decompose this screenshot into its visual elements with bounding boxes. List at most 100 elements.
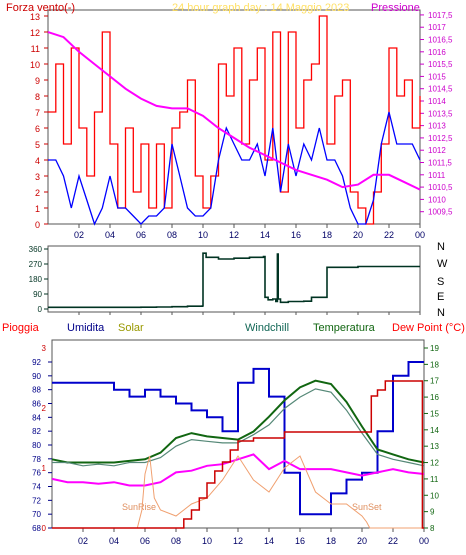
temp-tick-label: 16 bbox=[430, 393, 439, 402]
chart-title: 24 hour graph day : 14 Maggio 2023 bbox=[172, 2, 349, 14]
temp-tick-label: 9 bbox=[430, 508, 435, 517]
x-tick-label: 12 bbox=[229, 230, 239, 240]
humidity-tick-label: 76 bbox=[32, 469, 41, 478]
rain-tick-label: 2 bbox=[42, 404, 47, 413]
x-tick-label: 16 bbox=[291, 230, 301, 240]
humidity-tick-label: 90 bbox=[32, 372, 41, 381]
x-tick-label: 00 bbox=[419, 536, 429, 546]
wind-tick-label: 10 bbox=[30, 60, 40, 70]
pressure-tick-label: 1010,5 bbox=[428, 183, 453, 192]
series-forza-vento bbox=[48, 15, 421, 225]
temp-tick-label: 15 bbox=[430, 409, 439, 418]
wind-tick-label: 9 bbox=[35, 76, 40, 86]
wind-tick-label: 12 bbox=[30, 28, 40, 38]
x-tick-label: 02 bbox=[74, 230, 84, 240]
humidity-tick-label: 80 bbox=[32, 441, 41, 450]
temp-tick-label: 13 bbox=[430, 442, 439, 451]
pressure-tick-label: 1010 bbox=[428, 195, 446, 204]
pressure-tick-label: 1016 bbox=[428, 48, 446, 57]
legend-dew-point: Dew Point (°C) bbox=[392, 322, 465, 334]
x-tick-label: 14 bbox=[264, 536, 274, 546]
pressure-tick-label: 1017,5 bbox=[428, 11, 453, 20]
x-tick-label: 00 bbox=[415, 230, 425, 240]
sunset-label: SunSet bbox=[352, 502, 382, 512]
x-tick-label: 06 bbox=[136, 230, 146, 240]
humidity-tick-label: 86 bbox=[32, 400, 41, 409]
sunrise-label: SunRise bbox=[122, 502, 156, 512]
pressure-tick-label: 1011,5 bbox=[428, 159, 452, 168]
humidity-tick-label: 92 bbox=[32, 358, 41, 367]
pressure-tick-label: 1017 bbox=[428, 23, 446, 32]
legend-pioggia: Pioggia bbox=[2, 322, 40, 334]
temp-tick-label: 14 bbox=[430, 426, 439, 435]
rain-tick-label: 3 bbox=[42, 344, 47, 353]
wind-tick-label: 13 bbox=[30, 12, 40, 22]
rain-tick-label: 1 bbox=[42, 464, 47, 473]
direction-tick-label: 0 bbox=[38, 305, 43, 314]
legend-solar: Solar bbox=[118, 322, 144, 334]
compass-label-w: W bbox=[437, 258, 448, 270]
chart-marks: 0123456789101112131009,510101010,5101110… bbox=[29, 11, 453, 546]
wind-tick-label: 2 bbox=[35, 188, 40, 198]
x-tick-label: 22 bbox=[384, 230, 394, 240]
temp-tick-label: 10 bbox=[430, 491, 439, 500]
wind-tick-label: 8 bbox=[35, 92, 40, 102]
compass-label-n: N bbox=[437, 241, 445, 253]
wind-tick-label: 6 bbox=[35, 124, 40, 134]
direction-panel-frame bbox=[47, 245, 421, 313]
humidity-tick-label: 68 bbox=[32, 524, 41, 533]
x-tick-label: 10 bbox=[198, 230, 208, 240]
temp-tick-label: 12 bbox=[430, 459, 439, 468]
legend-temperatura: Temperatura bbox=[313, 322, 376, 334]
humidity-tick-label: 72 bbox=[32, 496, 41, 505]
temp-tick-label: 11 bbox=[430, 475, 439, 484]
pressure-tick-label: 1015 bbox=[428, 72, 446, 81]
x-tick-label: 16 bbox=[295, 536, 305, 546]
x-tick-label: 20 bbox=[357, 536, 367, 546]
pressure-tick-label: 1016,5 bbox=[428, 36, 453, 45]
x-tick-label: 02 bbox=[78, 536, 88, 546]
series-temperatura bbox=[51, 379, 425, 464]
legend-umidita: Umidita bbox=[67, 322, 105, 334]
direction-tick-label: 360 bbox=[29, 245, 43, 254]
pressure-tick-label: 1012 bbox=[428, 146, 446, 155]
wind-tick-label: 0 bbox=[35, 220, 40, 230]
series-wind-direction bbox=[48, 252, 420, 309]
wind-tick-label: 11 bbox=[31, 44, 40, 54]
x-tick-label: 10 bbox=[202, 536, 212, 546]
pressure-axis-title: Pressione bbox=[371, 2, 420, 14]
pressure-tick-label: 1011 bbox=[428, 171, 446, 180]
pressure-tick-label: 1014 bbox=[428, 97, 446, 106]
direction-tick-label: 270 bbox=[29, 260, 43, 269]
x-tick-label: 22 bbox=[388, 536, 398, 546]
series-dew-point bbox=[51, 453, 425, 487]
wind-tick-label: 1 bbox=[35, 204, 40, 214]
series-solar bbox=[52, 455, 424, 529]
x-tick-label: 04 bbox=[109, 536, 119, 546]
series-umidita bbox=[52, 361, 424, 516]
humidity-tick-label: 84 bbox=[32, 413, 41, 422]
direction-tick-label: 180 bbox=[29, 275, 43, 284]
series-pioggia bbox=[52, 380, 424, 529]
x-tick-label: 08 bbox=[171, 536, 181, 546]
humidity-tick-label: 88 bbox=[32, 386, 41, 395]
wind-tick-label: 5 bbox=[35, 140, 40, 150]
pressure-tick-label: 1013 bbox=[428, 122, 446, 131]
temp-tick-label: 17 bbox=[430, 377, 439, 386]
x-tick-label: 18 bbox=[322, 230, 332, 240]
humidity-tick-label: 78 bbox=[32, 455, 41, 464]
compass-label-e: E bbox=[437, 291, 444, 303]
pressure-tick-label: 1014,5 bbox=[428, 85, 453, 94]
wind-axis-title: Forza vento(-) bbox=[6, 2, 75, 14]
temp-tick-label: 8 bbox=[430, 524, 435, 533]
wind-tick-label: 7 bbox=[35, 108, 40, 118]
rain-tick-label: 0 bbox=[42, 524, 47, 533]
x-tick-label: 06 bbox=[140, 536, 150, 546]
x-tick-label: 14 bbox=[260, 230, 270, 240]
humidity-tick-label: 82 bbox=[32, 427, 41, 436]
x-tick-label: 12 bbox=[233, 536, 243, 546]
pressure-tick-label: 1013,5 bbox=[428, 109, 453, 118]
